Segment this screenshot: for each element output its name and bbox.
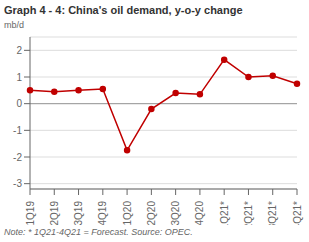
- html-text:Graph 4 - 4: China's oil deman: Graph 4 - 4: China's oil demand, y-o-y c…: [4, 4, 243, 16]
- svg-text:4Q20: 4Q20: [194, 201, 205, 225]
- svg-text:1: 1: [16, 72, 22, 83]
- svg-text:2Q21*: 2Q21*: [243, 201, 254, 225]
- svg-text:1Q21*: 1Q21*: [219, 201, 230, 225]
- svg-text:3Q21*: 3Q21*: [267, 201, 278, 225]
- svg-text:3Q19: 3Q19: [73, 201, 84, 225]
- svg-text:-2: -2: [13, 152, 22, 163]
- html-text:mb/d: mb/d: [4, 20, 24, 30]
- svg-text:4Q19: 4Q19: [97, 201, 108, 225]
- svg-text:0: 0: [16, 98, 22, 109]
- svg-text:-1: -1: [13, 125, 22, 136]
- svg-text:-3: -3: [13, 178, 22, 189]
- svg-text:2Q20: 2Q20: [146, 201, 157, 225]
- svg-text:3Q20: 3Q20: [170, 201, 181, 225]
- svg-text:4Q21*: 4Q21*: [292, 201, 302, 225]
- svg-text:1Q20: 1Q20: [122, 201, 133, 225]
- svg-text:2: 2: [16, 45, 22, 56]
- svg-text:1Q19: 1Q19: [25, 201, 36, 225]
- svg-text:2Q19: 2Q19: [49, 201, 60, 225]
- html-text:Note: * 1Q21-4Q21 = Forecast.: Note: * 1Q21-4Q21 = Forecast. Source: OP…: [4, 227, 193, 237]
